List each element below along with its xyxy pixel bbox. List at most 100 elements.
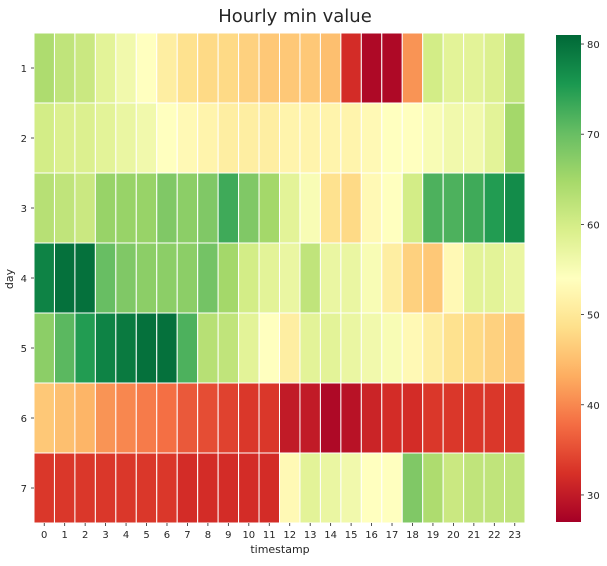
heatmap-cell: [176, 452, 199, 524]
heatmap-cell: [381, 172, 403, 244]
heatmap-cell: [115, 32, 137, 104]
x-tick-label: 14: [324, 530, 337, 541]
heatmap-cell: [463, 382, 485, 454]
heatmap-cell: [319, 242, 342, 314]
heatmap-cell: [463, 172, 485, 244]
heatmap-cell: [483, 452, 506, 524]
heatmap-cell: [319, 312, 342, 384]
heatmap-cell: [319, 172, 342, 244]
heatmap-cell: [319, 102, 342, 174]
heatmap-cell: [340, 242, 362, 314]
x-tick-label: 22: [488, 530, 501, 541]
y-tick-label: 7: [21, 484, 27, 495]
heatmap-cell: [217, 32, 240, 104]
heatmap-cell: [279, 242, 301, 314]
heatmap-cell: [94, 172, 117, 244]
x-axis-ticks: 0 1 2 3 4 5 6 7 8 9 10 11 12 13 14 15 16 17 18 19 20 21 22 23: [41, 523, 521, 541]
x-tick-label: 6: [164, 530, 170, 541]
x-tick-label: 19: [427, 530, 440, 541]
heatmap-cell: [381, 382, 403, 454]
heatmap-cell: [176, 312, 199, 384]
heatmap-cell: [504, 242, 526, 314]
colorbar-tick-label: 40: [587, 401, 600, 412]
heatmap-cell: [401, 452, 424, 524]
heatmap-cell: [217, 312, 240, 384]
heatmap-cell: [504, 172, 526, 244]
heatmap-cell: [33, 312, 55, 384]
y-axis-ticks: 1 2 3 4 5 6 7: [21, 64, 34, 495]
heatmap-cell: [422, 382, 444, 454]
heatmap-cell: [238, 102, 260, 174]
heatmap-cell: [319, 382, 342, 454]
x-axis-label: timestamp: [250, 543, 309, 556]
x-tick-label: 4: [123, 530, 129, 541]
x-tick-label: 18: [406, 530, 419, 541]
heatmap-cell: [340, 382, 362, 454]
heatmap-cell: [238, 452, 260, 524]
heatmap-cell: [340, 312, 362, 384]
heatmap-cell: [299, 382, 321, 454]
heatmap-cell: [442, 242, 465, 314]
heatmap-cell: [401, 382, 424, 454]
heatmap-cell: [279, 452, 301, 524]
heatmap-cell: [238, 382, 260, 454]
heatmap-cell: [33, 452, 55, 524]
heatmap-cell: [217, 102, 240, 174]
heatmap-cell: [422, 312, 444, 384]
heatmap-cell: [258, 102, 281, 174]
heatmap-cell: [463, 242, 485, 314]
x-tick-label: 9: [225, 530, 231, 541]
heatmap-cell: [279, 312, 301, 384]
heatmap-cell: [258, 172, 281, 244]
heatmap-cell: [94, 242, 117, 314]
colorbar-tick-label: 30: [587, 491, 600, 502]
heatmap-cell: [53, 32, 76, 104]
heatmap-cell: [94, 102, 117, 174]
heatmap-cell: [94, 382, 117, 454]
heatmap-cell: [483, 172, 506, 244]
heatmap-cell: [360, 452, 383, 524]
heatmap-cell: [463, 32, 485, 104]
heatmap-cell: [217, 172, 240, 244]
heatmap-cell: [381, 32, 403, 104]
x-tick-label: 17: [386, 530, 399, 541]
heatmap-cell: [197, 242, 219, 314]
heatmap-cell: [483, 312, 506, 384]
heatmap-cell: [217, 242, 240, 314]
heatmap-cell: [74, 382, 96, 454]
heatmap-cell: [381, 102, 403, 174]
heatmap-cell: [442, 452, 465, 524]
heatmap-cell: [74, 172, 96, 244]
heatmap-cell: [422, 102, 444, 174]
heatmap-cell: [299, 452, 321, 524]
heatmap-cell: [135, 32, 158, 104]
heatmap-cell: [442, 102, 465, 174]
heatmap-cell: [401, 102, 424, 174]
heatmap-cell: [279, 102, 301, 174]
heatmap-cell: [299, 242, 321, 314]
heatmap-cell: [74, 312, 96, 384]
heatmap-cell: [422, 242, 444, 314]
heatmap-cell: [176, 102, 199, 174]
heatmap-cell: [442, 172, 465, 244]
heatmap-cell: [94, 312, 117, 384]
heatmap-cell: [156, 312, 178, 384]
heatmap-cell: [340, 32, 362, 104]
heatmap-cell: [463, 452, 485, 524]
heatmap-cell: [176, 32, 199, 104]
heatmap-cell: [53, 242, 76, 314]
heatmap-cell: [504, 102, 526, 174]
heatmap-cell: [319, 32, 342, 104]
heatmap-cell: [156, 452, 178, 524]
heatmap-cell: [360, 242, 383, 314]
heatmap-cell: [299, 32, 321, 104]
heatmap-cell: [401, 242, 424, 314]
heatmap-cell: [74, 102, 96, 174]
heatmap-cell: [360, 382, 383, 454]
heatmap-cell: [299, 312, 321, 384]
colorbar: [556, 35, 581, 522]
heatmap-cell: [94, 32, 117, 104]
heatmap-cell: [74, 242, 96, 314]
y-tick-label: 3: [21, 204, 27, 215]
